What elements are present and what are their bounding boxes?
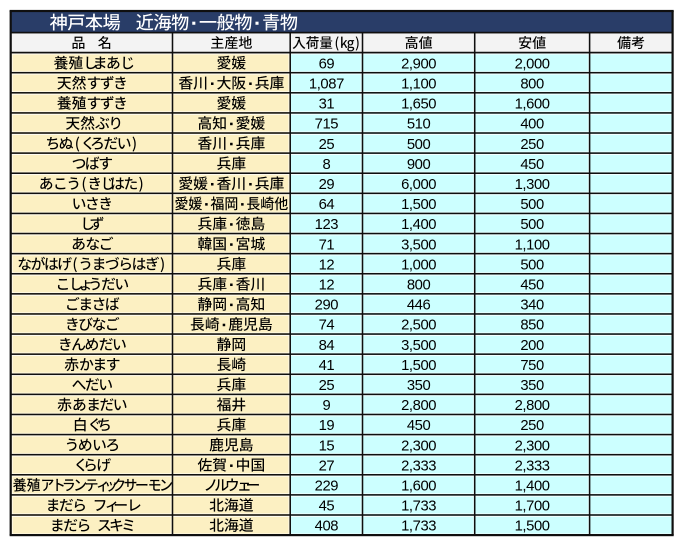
svg-text:1,700: 1,700 bbox=[515, 499, 550, 515]
svg-text:2,300: 2,300 bbox=[515, 438, 550, 454]
svg-text:408: 408 bbox=[315, 519, 339, 535]
svg-text:29: 29 bbox=[319, 177, 335, 193]
svg-text:750: 750 bbox=[520, 358, 544, 374]
svg-text:64: 64 bbox=[319, 197, 335, 213]
svg-text:15: 15 bbox=[319, 438, 335, 454]
svg-text:500: 500 bbox=[407, 137, 431, 153]
svg-text:1,733: 1,733 bbox=[401, 499, 436, 515]
svg-text:2,500: 2,500 bbox=[401, 318, 436, 334]
svg-text:6,000: 6,000 bbox=[401, 177, 436, 193]
svg-text:123: 123 bbox=[315, 217, 339, 233]
svg-text:1,400: 1,400 bbox=[401, 217, 436, 233]
svg-text:350: 350 bbox=[520, 378, 544, 394]
svg-text:200: 200 bbox=[520, 338, 544, 354]
svg-text:8: 8 bbox=[322, 157, 330, 173]
svg-text:2,000: 2,000 bbox=[515, 56, 550, 72]
svg-text:2,333: 2,333 bbox=[401, 458, 436, 474]
svg-text:1,500: 1,500 bbox=[401, 358, 436, 374]
svg-text:74: 74 bbox=[319, 318, 335, 334]
svg-text:12: 12 bbox=[319, 257, 335, 273]
svg-text:1,500: 1,500 bbox=[515, 519, 550, 535]
svg-text:450: 450 bbox=[407, 418, 431, 434]
svg-text:1,650: 1,650 bbox=[401, 97, 436, 113]
svg-text:2,900: 2,900 bbox=[401, 56, 436, 72]
svg-text:500: 500 bbox=[520, 257, 544, 273]
svg-text:340: 340 bbox=[520, 298, 544, 314]
svg-text:9: 9 bbox=[322, 398, 330, 414]
svg-text:850: 850 bbox=[520, 318, 544, 334]
svg-text:450: 450 bbox=[520, 157, 544, 173]
svg-text:2,300: 2,300 bbox=[401, 438, 436, 454]
svg-text:84: 84 bbox=[319, 338, 335, 354]
svg-text:1,500: 1,500 bbox=[401, 197, 436, 213]
svg-text:25: 25 bbox=[319, 137, 335, 153]
svg-text:1,000: 1,000 bbox=[401, 257, 436, 273]
svg-text:350: 350 bbox=[407, 378, 431, 394]
svg-text:19: 19 bbox=[319, 418, 335, 434]
svg-text:500: 500 bbox=[520, 217, 544, 233]
svg-text:715: 715 bbox=[315, 117, 339, 133]
svg-text:800: 800 bbox=[407, 277, 431, 293]
svg-text:229: 229 bbox=[315, 479, 339, 495]
svg-text:71: 71 bbox=[319, 237, 335, 253]
svg-text:45: 45 bbox=[319, 499, 335, 515]
svg-text:27: 27 bbox=[319, 458, 335, 474]
svg-text:3,500: 3,500 bbox=[401, 338, 436, 354]
svg-text:1,733: 1,733 bbox=[401, 519, 436, 535]
svg-text:1,100: 1,100 bbox=[515, 237, 550, 253]
svg-text:12: 12 bbox=[319, 277, 335, 293]
svg-text:25: 25 bbox=[319, 378, 335, 394]
svg-text:446: 446 bbox=[407, 298, 431, 314]
svg-text:1,600: 1,600 bbox=[401, 479, 436, 495]
svg-text:1,100: 1,100 bbox=[401, 76, 436, 92]
svg-text:290: 290 bbox=[315, 298, 339, 314]
svg-text:1,087: 1,087 bbox=[309, 76, 344, 92]
svg-text:1,600: 1,600 bbox=[515, 97, 550, 113]
svg-text:500: 500 bbox=[520, 197, 544, 213]
svg-text:1,300: 1,300 bbox=[515, 177, 550, 193]
svg-text:250: 250 bbox=[520, 418, 544, 434]
svg-text:69: 69 bbox=[319, 56, 335, 72]
svg-text:400: 400 bbox=[520, 117, 544, 133]
svg-text:1,400: 1,400 bbox=[515, 479, 550, 495]
svg-text:800: 800 bbox=[520, 76, 544, 92]
svg-text:2,800: 2,800 bbox=[515, 398, 550, 414]
svg-text:3,500: 3,500 bbox=[401, 237, 436, 253]
svg-text:41: 41 bbox=[319, 358, 335, 374]
svg-text:2,333: 2,333 bbox=[515, 458, 550, 474]
svg-text:250: 250 bbox=[520, 137, 544, 153]
svg-text:900: 900 bbox=[407, 157, 431, 173]
svg-text:31: 31 bbox=[319, 97, 335, 113]
svg-text:2,800: 2,800 bbox=[401, 398, 436, 414]
svg-text:510: 510 bbox=[407, 117, 431, 133]
svg-text:450: 450 bbox=[520, 277, 544, 293]
